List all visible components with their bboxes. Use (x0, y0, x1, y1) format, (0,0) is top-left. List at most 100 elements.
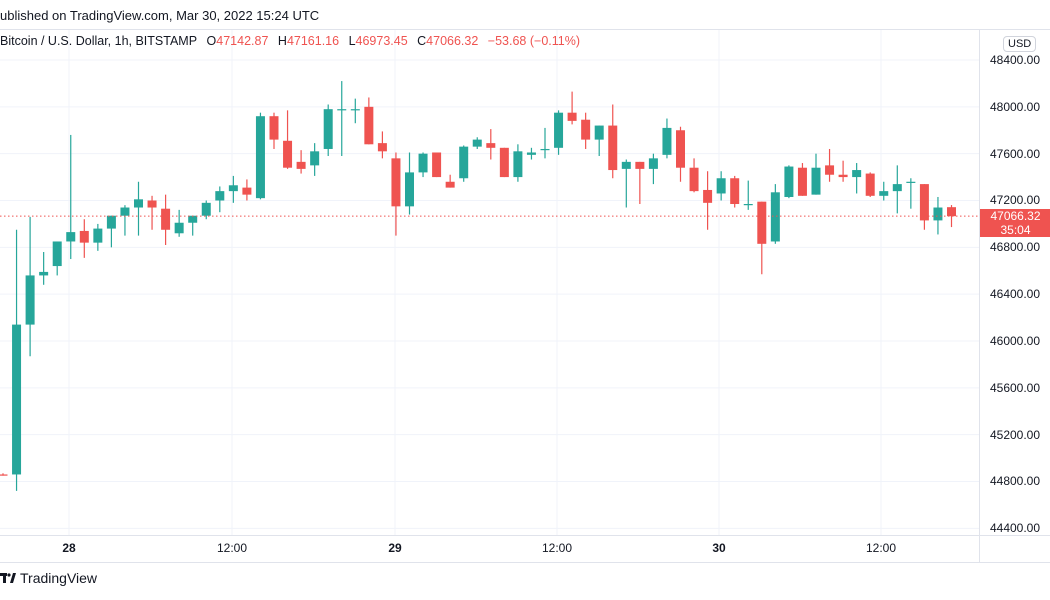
candle-body[interactable] (540, 148, 550, 151)
candle-body[interactable] (648, 158, 658, 169)
candle-body[interactable] (134, 199, 143, 208)
candle-body[interactable] (621, 161, 631, 169)
candle-body[interactable] (703, 189, 713, 203)
candle-body[interactable] (391, 158, 401, 207)
candle-body[interactable] (947, 207, 956, 217)
candle-body[interactable] (323, 109, 333, 149)
candle-body[interactable] (93, 228, 103, 243)
candle-body[interactable] (25, 275, 35, 325)
time-tick-label: 28 (62, 541, 76, 555)
candle-body[interactable] (689, 167, 699, 192)
candle-body[interactable] (825, 165, 835, 175)
candle-body[interactable] (662, 127, 672, 155)
tradingview-logo-icon (0, 573, 16, 583)
candle-body[interactable] (784, 166, 794, 197)
price-tick-label: 48000.00 (989, 99, 1041, 114)
candle-body[interactable] (147, 200, 157, 208)
candle-body[interactable] (337, 109, 347, 111)
symbol-title[interactable]: Bitcoin / U.S. Dollar, 1h, BITSTAMP (0, 34, 198, 48)
candle-body[interactable] (174, 222, 184, 234)
candle-body[interactable] (459, 146, 469, 179)
candle-body[interactable] (269, 116, 279, 140)
candle-body[interactable] (554, 112, 564, 148)
time-tick-label: 29 (388, 541, 402, 555)
low-value: 46973.45 (355, 34, 408, 48)
candle-body[interactable] (445, 181, 455, 188)
open-label: O (206, 34, 217, 48)
candle-body[interactable] (79, 230, 89, 243)
candle-body[interactable] (66, 232, 76, 242)
candle-body[interactable] (418, 153, 428, 173)
candle-body[interactable] (567, 112, 577, 121)
candle-body[interactable] (933, 207, 943, 221)
candle-countdown: 35:04 (1000, 223, 1031, 238)
price-tick-label: 44400.00 (989, 521, 1041, 536)
candle-body[interactable] (120, 207, 130, 216)
candle-body[interactable] (513, 151, 523, 178)
candle-body[interactable] (364, 106, 374, 145)
candle-body[interactable] (838, 174, 848, 178)
last-price-badge: 47066.32 35:04 (980, 209, 1050, 238)
candle-body[interactable] (405, 172, 414, 207)
price-tick-label: 46000.00 (989, 333, 1041, 348)
time-tick-label: 30 (712, 541, 726, 555)
candle-body[interactable] (228, 185, 238, 192)
price-tick-label: 44800.00 (989, 474, 1041, 489)
change-value: −53.68 (−0.11%) (487, 34, 580, 48)
candle-body[interactable] (608, 125, 618, 171)
candle-body[interactable] (188, 215, 198, 223)
candle-body[interactable] (594, 125, 604, 140)
candle-body[interactable] (486, 143, 496, 148)
price-tick-label: 47600.00 (989, 146, 1041, 161)
candle-body[interactable] (757, 201, 767, 244)
chart-area[interactable] (0, 30, 1050, 535)
candle-body[interactable] (892, 184, 902, 192)
last-price-value: 47066.32 (990, 209, 1041, 224)
candle-body[interactable] (350, 109, 360, 111)
candle-body[interactable] (0, 474, 8, 476)
candle-body[interactable] (377, 143, 387, 152)
candle-body[interactable] (852, 170, 862, 178)
candle-body[interactable] (242, 187, 252, 195)
candle-body[interactable] (879, 191, 889, 196)
candle-body[interactable] (865, 173, 875, 196)
candle-body[interactable] (635, 161, 645, 169)
bottom-divider (0, 562, 1050, 563)
candle-body[interactable] (730, 178, 740, 205)
price-axis[interactable]: USD 48400.00 48000.00 47600.00 47200.00 4680… (979, 30, 1050, 535)
candle-body[interactable] (919, 184, 929, 221)
time-axis[interactable]: 28 12:00 29 12:00 30 12:00 (0, 535, 979, 563)
close-value: 47066.32 (426, 34, 479, 48)
candle-body[interactable] (255, 116, 265, 199)
candle-body[interactable] (716, 178, 726, 194)
candle-body[interactable] (797, 167, 807, 196)
candle-body[interactable] (310, 151, 320, 166)
candle-body[interactable] (770, 192, 780, 242)
time-tick-label: 12:00 (541, 541, 573, 555)
candle-body[interactable] (39, 271, 49, 276)
candle-body[interactable] (676, 130, 685, 168)
candle-body[interactable] (432, 152, 442, 178)
candle-body[interactable] (743, 204, 753, 206)
candle-body[interactable] (581, 119, 591, 140)
open-value: 47142.87 (216, 34, 269, 48)
candle-body[interactable] (52, 241, 62, 267)
candle-body[interactable] (811, 167, 821, 195)
candle-body[interactable] (215, 191, 225, 201)
candle-body[interactable] (106, 215, 116, 229)
candle-body[interactable] (201, 202, 211, 216)
candle-body[interactable] (526, 152, 536, 155)
candle-body[interactable] (906, 181, 916, 183)
price-tick-label: 47200.00 (989, 193, 1041, 208)
candle-body[interactable] (161, 208, 171, 230)
candlestick-plot[interactable] (0, 30, 979, 535)
currency-button[interactable]: USD (1003, 36, 1037, 52)
candle-body[interactable] (296, 161, 306, 169)
top-divider (0, 29, 1050, 30)
price-tick-label: 45600.00 (989, 380, 1041, 395)
candle-body[interactable] (12, 324, 22, 475)
candle-body[interactable] (283, 140, 293, 168)
candle-body[interactable] (499, 147, 509, 178)
tradingview-brand[interactable]: TradingView (0, 570, 97, 586)
candle-body[interactable] (472, 139, 482, 147)
